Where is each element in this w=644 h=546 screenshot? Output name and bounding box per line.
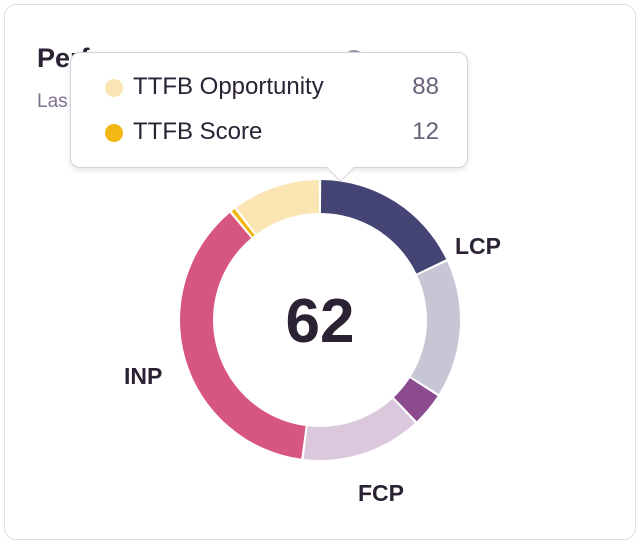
donut-slice-ttfb-opportunity[interactable] [236,180,320,235]
slice-label-inp: INP [124,363,162,389]
donut-slice-cls-score[interactable] [393,378,438,422]
donut-slices [179,180,461,460]
donut-slice-ttfb-score[interactable] [231,209,255,237]
score-center-label: 62 [286,287,355,356]
donut-slice-lcp[interactable] [320,180,447,274]
slice-label-fcp: FCP [358,480,404,506]
tooltip-value: 12 [412,118,439,145]
tooltip-value: 88 [412,73,439,100]
tooltip-item-ttfb-opportunity: TTFB Opportunity 88 [105,73,439,103]
donut-slice-inp[interactable] [179,212,306,459]
chart-tooltip: TTFB Opportunity 88 TTFB Score 12 [70,52,468,182]
tooltip-item-ttfb-score: TTFB Score 12 [105,118,439,148]
tooltip-label: TTFB Score [133,118,263,145]
tooltip-label: TTFB Opportunity [133,73,324,100]
card-subtitle: Las [37,91,68,112]
donut-slice-lcp-opportunity[interactable] [410,261,461,394]
donut-slice-fcp-opportunity[interactable] [303,398,415,460]
legend-dot-icon [105,79,123,97]
legend-dot-icon [105,124,123,142]
slice-label-lcp: LCP [455,233,501,259]
